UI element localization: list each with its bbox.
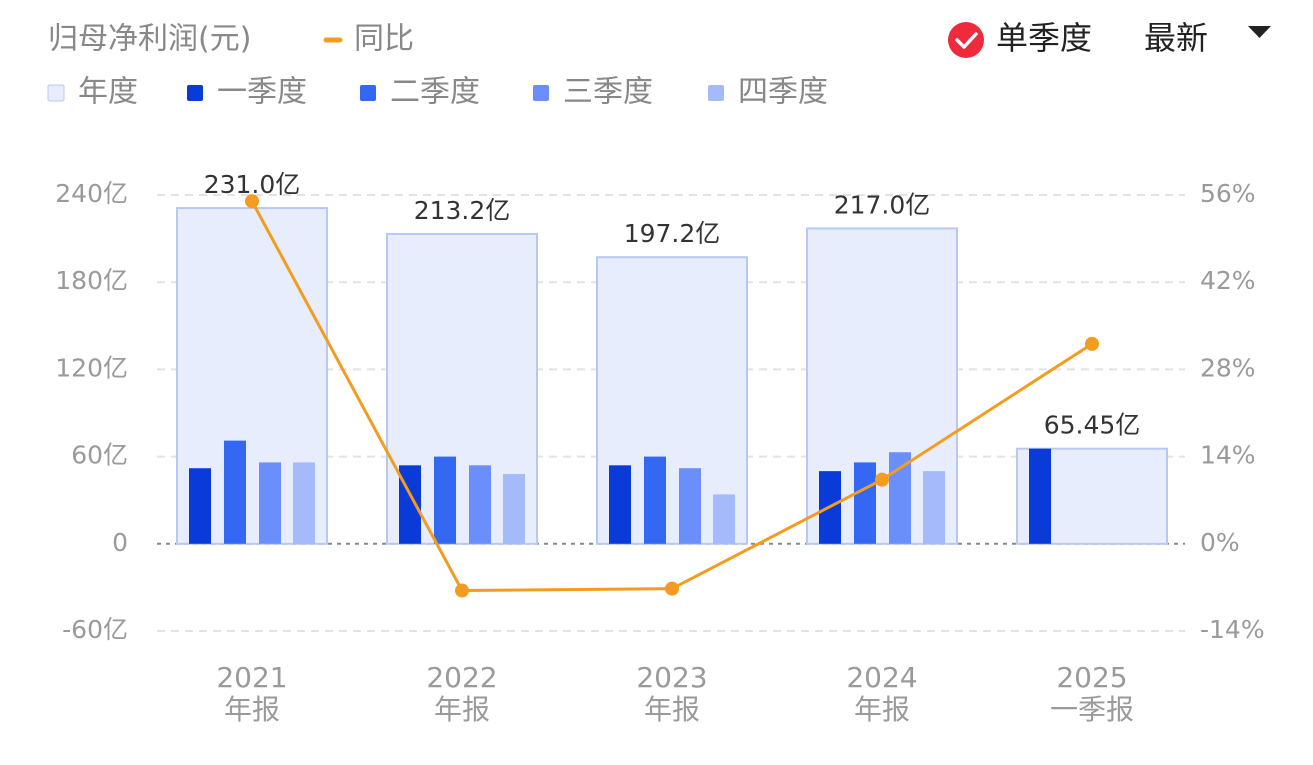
- y2-tick-label: 56%: [1200, 179, 1256, 208]
- y2-tick-label: 42%: [1200, 266, 1256, 295]
- yoy-point: [1085, 336, 1099, 351]
- x-tick-label: 2023: [636, 661, 707, 694]
- y-tick-label: 240亿: [55, 179, 128, 208]
- dropdown-label[interactable]: 最新: [1144, 19, 1208, 57]
- x-tick-period: 年报: [644, 693, 700, 726]
- toggle-checkbox[interactable]: [948, 22, 984, 58]
- legend-label: 三季度: [563, 75, 653, 110]
- quarter-bar: [713, 494, 735, 544]
- y-tick-label: 60亿: [71, 441, 128, 470]
- y2-tick-label: 28%: [1200, 353, 1256, 382]
- quarter-bar: [889, 452, 911, 544]
- x-tick-period: 一季报: [1050, 693, 1134, 726]
- quarter-bar: [259, 462, 281, 544]
- x-tick-label: 2022: [426, 661, 497, 694]
- y-tick-label: 180亿: [55, 266, 128, 295]
- chart-title: 归母净利润(元): [48, 22, 251, 57]
- y-tick-label: 120亿: [55, 353, 128, 382]
- legend-swatch: [533, 85, 549, 101]
- quarter-bar: [189, 468, 211, 544]
- quarter-bar: [679, 468, 701, 544]
- y2-tick-label: 0%: [1200, 528, 1240, 557]
- x-tick-label: 2024: [846, 661, 917, 694]
- quarter-bar: [469, 465, 491, 544]
- legend-label: 二季度: [390, 75, 480, 110]
- quarter-bar: [923, 471, 945, 544]
- x-tick-label: 2021: [216, 661, 287, 694]
- x-tick-period: 年报: [434, 693, 490, 726]
- y2-tick-label: 14%: [1200, 441, 1256, 470]
- yoy-point: [455, 583, 469, 598]
- yoy-point: [245, 194, 259, 209]
- value-label: 217.0亿: [834, 190, 931, 219]
- legend-label: 一季度: [217, 75, 307, 110]
- legend-label: 同比: [354, 22, 414, 57]
- legend-label: 四季度: [738, 75, 828, 110]
- quarter-bar: [224, 440, 246, 544]
- value-label: 65.45亿: [1044, 411, 1141, 440]
- quarter-bar: [293, 462, 315, 544]
- legend-swatch: [47, 84, 65, 102]
- quarter-bar: [644, 456, 666, 544]
- quarter-bar: [1029, 448, 1051, 544]
- toggle-label[interactable]: 单季度: [996, 19, 1092, 57]
- y-tick-label: -60亿: [62, 615, 128, 644]
- y2-tick-label: -14%: [1200, 615, 1265, 644]
- y-tick-label: 0: [112, 528, 128, 557]
- legend-label: 年度: [78, 75, 138, 110]
- legend-swatch: [708, 85, 724, 101]
- check-icon: [955, 32, 978, 49]
- value-label: 197.2亿: [624, 219, 721, 248]
- x-tick-period: 年报: [854, 693, 910, 726]
- x-tick-label: 2025: [1056, 661, 1127, 694]
- quarter-bar: [503, 474, 525, 544]
- legend-swatch: [360, 85, 376, 101]
- dropdown-arrow[interactable]: [1248, 26, 1271, 38]
- legend-swatch: [187, 85, 203, 101]
- yoy-point: [665, 581, 679, 596]
- quarter-bar: [854, 462, 876, 544]
- value-label: 213.2亿: [414, 196, 511, 225]
- quarter-bar: [434, 456, 456, 544]
- yoy-point: [875, 472, 889, 487]
- x-tick-period: 年报: [224, 693, 280, 726]
- quarter-bar: [609, 465, 631, 544]
